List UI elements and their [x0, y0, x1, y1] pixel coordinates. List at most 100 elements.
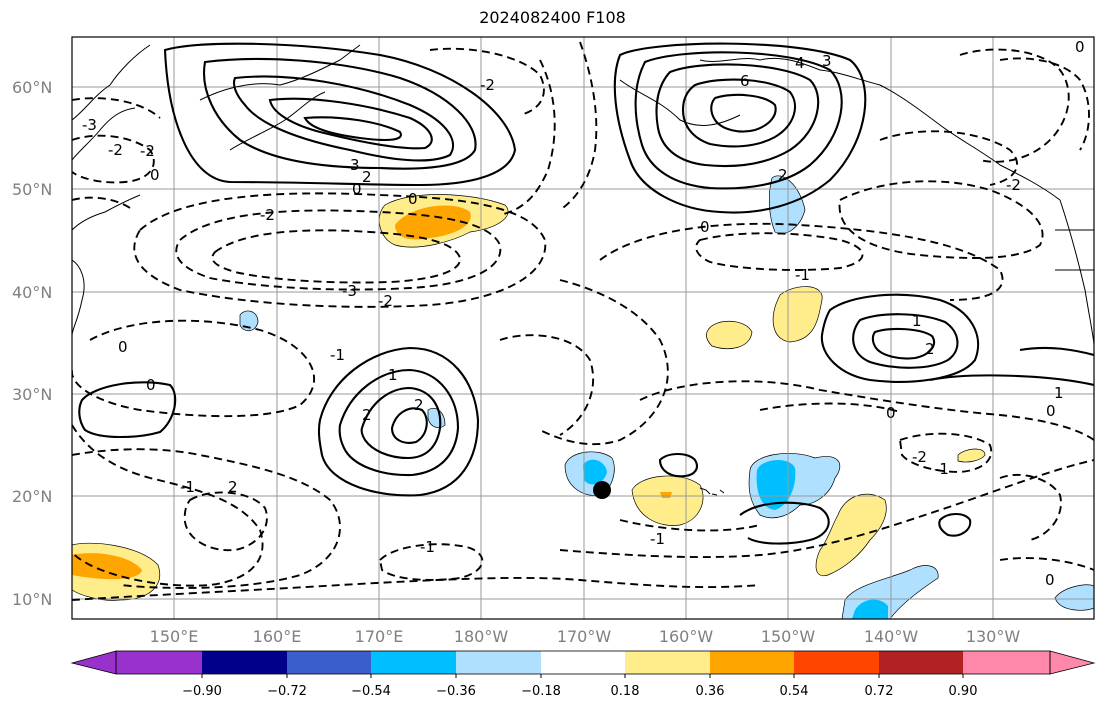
map-title: 2024082400 F108 — [479, 8, 626, 27]
contour-label: -1 — [934, 460, 949, 478]
contour-label: 2 — [362, 406, 372, 424]
contour-label: 0 — [1045, 571, 1055, 589]
contour-label: -2 — [108, 141, 123, 159]
colorbar-segment — [541, 651, 625, 674]
colorbar-tick-label: −0.90 — [182, 684, 222, 699]
dashed-contours — [72, 41, 1094, 601]
colorbar-segment — [371, 651, 456, 674]
contour-label: -1 — [650, 530, 665, 548]
contour-label: 0 — [352, 180, 362, 198]
colorbar-segment — [1050, 651, 1094, 674]
colorbar-segment — [625, 651, 710, 674]
solid-contours — [78, 42, 1094, 545]
contour-label: 0 — [146, 376, 156, 394]
contour-label: 2 — [778, 166, 788, 184]
contour-label: 3 — [350, 156, 360, 174]
colorbar-ticks: −0.90 −0.72 −0.54 −0.36 −0.18 0.18 0.36 0.54 0.7… — [182, 674, 977, 699]
colorbar-tick-label: 0.18 — [611, 684, 640, 699]
contour-label: 6 — [740, 72, 750, 90]
lon-label: 140°W — [864, 627, 919, 646]
colorbar-segment — [116, 651, 202, 674]
lon-label: 170°W — [557, 627, 612, 646]
colorbar-tick-label: −0.54 — [351, 684, 391, 699]
colorbar-frame — [115, 650, 1051, 675]
lat-label: 40°N — [12, 283, 52, 302]
contour-labels: 6 4 3 3 2 2 0 0 0 0 -2 -2 -3 -2 -2 -1 -1… — [82, 38, 1085, 589]
colorbar-segment — [963, 651, 1050, 674]
contour-label: -1 — [795, 266, 810, 284]
contour-label: 2 — [362, 168, 372, 186]
contour-label: 3 — [822, 52, 832, 70]
contour-label: -2 — [140, 142, 155, 160]
colorbar-segment — [794, 651, 879, 674]
colorbar-tick-label: 0.72 — [865, 684, 894, 699]
lon-label: 160°W — [659, 627, 714, 646]
lon-label: 160°E — [253, 627, 302, 646]
map-frame — [71, 36, 1095, 620]
lon-label: 130°W — [966, 627, 1021, 646]
negative-anomaly-core — [756, 459, 796, 510]
contour-label: 1 — [1054, 384, 1064, 402]
negative-anomaly-core — [852, 599, 888, 619]
contour-label: -2 — [912, 448, 927, 466]
colorbar-tick-label: 0.90 — [949, 684, 978, 699]
coastlines — [72, 44, 1094, 496]
contour-label: -2 — [378, 292, 393, 310]
contour-label: 1 — [388, 366, 398, 384]
lon-label: 150°W — [761, 627, 816, 646]
longitude-labels: 150°E 160°E 170°E 180°W 170°W 160°W 150°… — [150, 627, 1021, 646]
colorbar-tick-label: −0.18 — [521, 684, 561, 699]
contour-label: 0 — [886, 404, 896, 422]
lat-label: 60°N — [12, 78, 52, 97]
contour-label: -3 — [82, 116, 97, 134]
lat-label: 50°N — [12, 180, 52, 199]
positive-anomaly-region — [772, 286, 823, 343]
positive-anomaly-region — [631, 475, 704, 526]
colorbar-tick-label: −0.72 — [267, 684, 307, 699]
contour-label: 1 — [912, 312, 922, 330]
contour-label: 4 — [795, 54, 805, 72]
contour-label: 0 — [408, 190, 418, 208]
colorbar-tick-label: 0.36 — [696, 684, 725, 699]
graticule — [72, 37, 1094, 619]
colorbar-tick-label: −0.36 — [436, 684, 476, 699]
positive-anomaly-core — [660, 492, 672, 498]
contour-label: 0 — [1075, 38, 1085, 56]
lon-label: 150°E — [150, 627, 199, 646]
latitude-labels: 60°N 50°N 40°N 30°N 20°N 10°N — [12, 78, 52, 609]
lat-label: 30°N — [12, 385, 52, 404]
storm-position-dot — [593, 481, 611, 499]
contour-label: -1 — [180, 478, 195, 496]
lon-label: 180°W — [454, 627, 509, 646]
colorbar-tick-label: 0.54 — [780, 684, 809, 699]
colorbar-segment — [879, 651, 963, 674]
colorbar-segment — [287, 651, 371, 674]
negative-anomaly-core — [583, 459, 607, 485]
contour-label: -2 — [260, 206, 275, 224]
contour-label: -2 — [1006, 176, 1021, 194]
contour-label: -3 — [342, 282, 357, 300]
lat-label: 10°N — [12, 590, 52, 609]
contour-label: 2 — [925, 340, 935, 358]
contour-label: 0 — [1046, 402, 1056, 420]
contour-label: -1 — [330, 346, 345, 364]
contour-label: -2 — [480, 76, 495, 94]
lat-label: 20°N — [12, 487, 52, 506]
contour-label: -1 — [420, 538, 435, 556]
contour-label: 2 — [414, 396, 424, 414]
contour-label: 0 — [118, 338, 128, 356]
negative-anomaly-region — [1054, 584, 1094, 611]
positive-anomaly-region — [957, 448, 986, 463]
contour-label: 0 — [150, 166, 160, 184]
contour-label: 2 — [228, 478, 238, 496]
colorbar-segment — [202, 651, 287, 674]
colorbar-segment — [72, 651, 116, 674]
colorbar-segments — [72, 651, 1094, 674]
colorbar-segment — [456, 651, 541, 674]
lon-label: 170°E — [355, 627, 404, 646]
positive-anomaly-region — [706, 320, 753, 349]
contour-label: 0 — [700, 218, 710, 236]
positive-anomaly-core — [72, 553, 142, 580]
colorbar-segment — [710, 651, 794, 674]
